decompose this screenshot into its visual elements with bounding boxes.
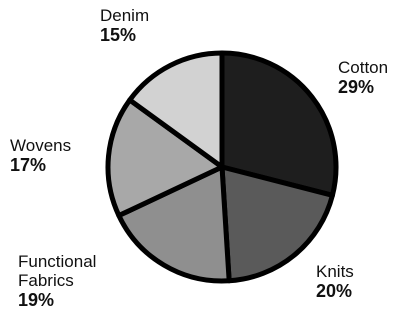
slice-name-cotton: Cotton: [338, 58, 389, 77]
slice-value-cotton: 29%: [338, 77, 375, 98]
slice-value-denim: 15%: [100, 25, 137, 46]
slice-value-knits: 20%: [316, 281, 353, 302]
slice-label-knits: Knits 20%: [316, 262, 354, 301]
slice-label-wovens: Wovens 17%: [10, 136, 71, 175]
pie-outline: [106, 51, 338, 283]
slice-name-denim: Denim: [100, 6, 150, 25]
slice-name-functional-fabrics: Functional Fabrics: [18, 252, 97, 291]
slice-name-knits: Knits: [316, 262, 354, 281]
slice-label-cotton: Cotton 29%: [338, 58, 388, 97]
slice-label-denim: Denim 15%: [100, 6, 149, 45]
slice-value-wovens: 17%: [10, 155, 47, 176]
slice-label-functional-fabrics: Functional Fabrics 19%: [18, 252, 128, 310]
slice-name-wovens: Wovens: [10, 136, 72, 155]
slice-value-functional-fabrics: 19%: [18, 290, 55, 311]
